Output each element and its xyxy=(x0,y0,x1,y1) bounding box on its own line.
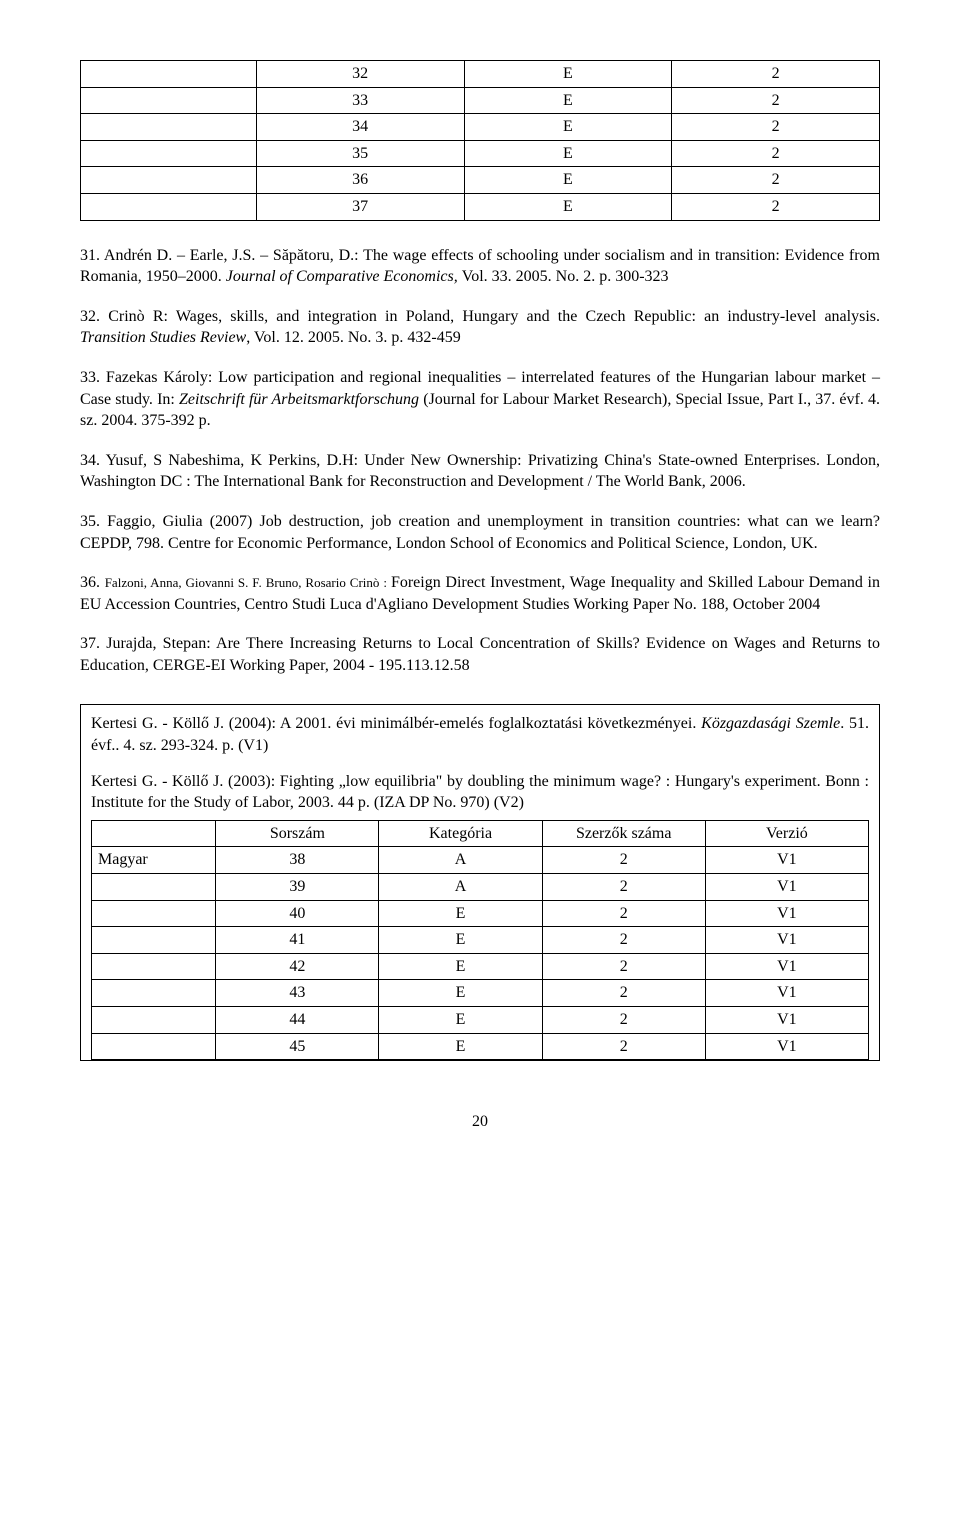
table-cell: Magyar xyxy=(92,847,216,874)
table-cell xyxy=(81,167,257,194)
table-cell: 43 xyxy=(216,980,379,1007)
table-cell xyxy=(92,900,216,927)
ref-35: 35. Faggio, Giulia (2007) Job destructio… xyxy=(80,511,880,554)
ref-31-tail: Vol. 33. 2005. No. 2. p. 300-323 xyxy=(462,268,669,285)
citation-box: Kertesi G. - Köllő J. (2004): A 2001. év… xyxy=(80,704,880,1061)
table-header-cell: Verzió xyxy=(705,820,868,847)
table-cell xyxy=(92,1033,216,1060)
table-cell: E xyxy=(464,167,672,194)
table-cell: V1 xyxy=(705,847,868,874)
ref-32-journal: Transition Studies Review xyxy=(80,329,246,346)
table-cell: 35 xyxy=(256,140,464,167)
table-cell: E xyxy=(379,1033,542,1060)
table-cell: V1 xyxy=(705,927,868,954)
table-top: 32E233E234E235E236E237E2 xyxy=(80,60,880,221)
table-cell: 2 xyxy=(542,874,705,901)
table-cell: E xyxy=(379,1007,542,1034)
table-cell: 2 xyxy=(542,847,705,874)
table-cell: E xyxy=(379,953,542,980)
table-cell: 36 xyxy=(256,167,464,194)
table-cell: 2 xyxy=(672,140,880,167)
table-cell xyxy=(81,193,257,220)
ref-31-journal: Journal of Comparative Economics, xyxy=(226,268,462,285)
table-cell xyxy=(81,114,257,141)
table-header-cell: Szerzők száma xyxy=(542,820,705,847)
table-cell xyxy=(92,980,216,1007)
table-cell: E xyxy=(379,900,542,927)
table-cell: 39 xyxy=(216,874,379,901)
table-bottom: SorszámKategóriaSzerzők számaVerzió Magy… xyxy=(91,820,869,1060)
box-p1-b: Közgazdasági Szemle xyxy=(701,715,840,732)
table-cell: V1 xyxy=(705,874,868,901)
table-header-cell: Sorszám xyxy=(216,820,379,847)
table-cell: A xyxy=(379,874,542,901)
table-header-cell xyxy=(92,820,216,847)
ref-35-a: 35. Faggio, Giulia (2007) Job destructio… xyxy=(80,513,880,530)
box-p1-a: Kertesi G. - Köllő J. (2004): A 2001. év… xyxy=(91,715,701,732)
table-cell: 34 xyxy=(256,114,464,141)
ref-36-authors: Falzoni, Anna, Giovanni S. F. Bruno, Ros… xyxy=(105,575,391,590)
table-cell: V1 xyxy=(705,900,868,927)
ref-37: 37. Jurajda, Stepan: Are There Increasin… xyxy=(80,633,880,676)
table-cell xyxy=(92,953,216,980)
table-cell: 2 xyxy=(542,927,705,954)
table-cell: V1 xyxy=(705,980,868,1007)
table-cell xyxy=(81,140,257,167)
table-cell: A xyxy=(379,847,542,874)
table-cell xyxy=(92,874,216,901)
table-cell: 40 xyxy=(216,900,379,927)
table-cell xyxy=(81,61,257,88)
table-cell: 2 xyxy=(542,953,705,980)
box-p2: Kertesi G. - Köllő J. (2003): Fighting „… xyxy=(91,771,869,814)
ref-36-a: 36. xyxy=(80,574,105,591)
table-cell xyxy=(92,927,216,954)
table-cell: 2 xyxy=(672,193,880,220)
table-cell: 45 xyxy=(216,1033,379,1060)
ref-33-journal: Zeitschrift für Arbeitsmarktforschung xyxy=(179,391,423,408)
box-p1: Kertesi G. - Köllő J. (2004): A 2001. év… xyxy=(91,713,869,756)
ref-32: 32. Crinò R: Wages, skills, and integrat… xyxy=(80,306,880,349)
ref-34: 34. Yusuf, S Nabeshima, K Perkins, D.H: … xyxy=(80,450,880,493)
table-cell: 2 xyxy=(542,1033,705,1060)
ref-32-text: 32. Crinò R: Wages, skills, and integrat… xyxy=(80,308,880,325)
page-number: 20 xyxy=(80,1111,880,1133)
table-cell: 37 xyxy=(256,193,464,220)
table-cell: 42 xyxy=(216,953,379,980)
table-cell: 33 xyxy=(256,87,464,114)
table-cell: E xyxy=(464,61,672,88)
table-cell: E xyxy=(464,193,672,220)
table-cell: 2 xyxy=(542,1007,705,1034)
ref-35-b: CEPDP, 798. xyxy=(80,535,164,552)
ref-33: 33. Fazekas Károly: Low participation an… xyxy=(80,367,880,432)
table-cell: 2 xyxy=(672,167,880,194)
table-cell: E xyxy=(379,980,542,1007)
table-cell: V1 xyxy=(705,1033,868,1060)
table-cell: V1 xyxy=(705,953,868,980)
table-cell xyxy=(81,87,257,114)
table-cell: 44 xyxy=(216,1007,379,1034)
table-cell: E xyxy=(464,87,672,114)
table-header-cell: Kategória xyxy=(379,820,542,847)
table-cell: 2 xyxy=(672,61,880,88)
table-cell: 38 xyxy=(216,847,379,874)
table-cell: V1 xyxy=(705,1007,868,1034)
ref-35-c: Centre for Economic Performance, London … xyxy=(164,535,818,552)
table-cell: 2 xyxy=(542,900,705,927)
ref-32-tail: , Vol. 12. 2005. No. 3. p. 432-459 xyxy=(246,329,461,346)
table-cell: 2 xyxy=(672,114,880,141)
table-cell: 41 xyxy=(216,927,379,954)
ref-31: 31. Andrén D. – Earle, J.S. – Săpătoru, … xyxy=(80,245,880,288)
ref-36: 36. Falzoni, Anna, Giovanni S. F. Bruno,… xyxy=(80,572,880,615)
table-cell: E xyxy=(464,114,672,141)
table-cell: 2 xyxy=(542,980,705,1007)
table-cell: 2 xyxy=(672,87,880,114)
table-cell: E xyxy=(379,927,542,954)
table-cell: 32 xyxy=(256,61,464,88)
table-cell: E xyxy=(464,140,672,167)
table-cell xyxy=(92,1007,216,1034)
